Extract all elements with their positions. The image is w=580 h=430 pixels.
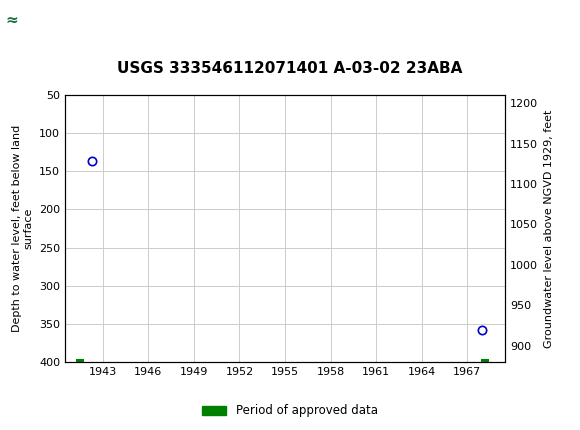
Y-axis label: Depth to water level, feet below land
surface: Depth to water level, feet below land su… [12, 125, 34, 332]
Text: ≈: ≈ [5, 12, 18, 28]
Bar [77, 359, 84, 365]
Bar [2, 2, 70, 38]
Y-axis label: Groundwater level above NGVD 1929, feet: Groundwater level above NGVD 1929, feet [543, 109, 553, 348]
Text: USGS 333546112071401 A-03-02 23ABA: USGS 333546112071401 A-03-02 23ABA [117, 61, 463, 76]
Bar [481, 359, 489, 365]
Text: USGS: USGS [22, 11, 77, 29]
Legend: Period of approved data: Period of approved data [198, 399, 382, 422]
